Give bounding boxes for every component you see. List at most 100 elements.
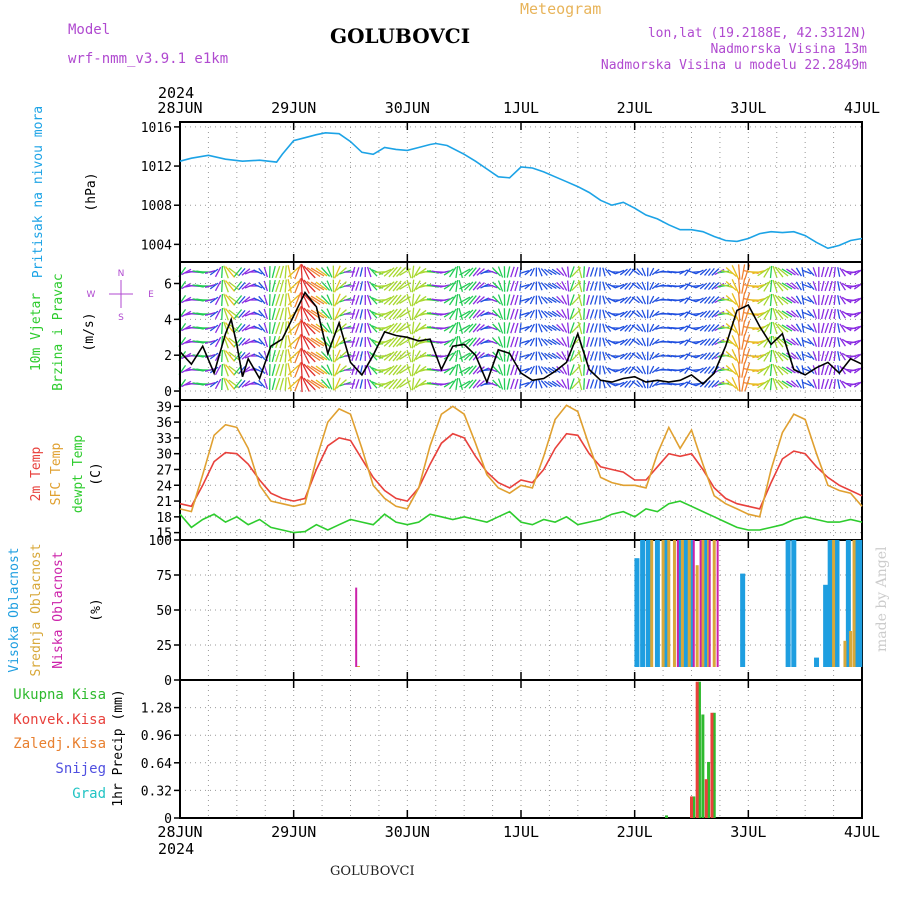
cloud-low-bar bbox=[676, 540, 679, 667]
wind-arrow bbox=[204, 283, 216, 289]
precip-total-bar bbox=[692, 796, 696, 818]
wind-arrow bbox=[544, 366, 553, 374]
wind-arrow bbox=[181, 282, 192, 290]
wind-arrow bbox=[544, 268, 553, 276]
wind-arrow bbox=[300, 361, 303, 379]
wind-arrow bbox=[649, 323, 655, 333]
wind-arrow bbox=[359, 337, 364, 347]
wind-arrow bbox=[271, 279, 276, 293]
wind-arrow bbox=[744, 320, 751, 336]
wind-arrow bbox=[411, 335, 415, 349]
wind-arrow bbox=[602, 267, 606, 277]
wind-arrow bbox=[214, 378, 222, 390]
wind-arrow bbox=[738, 292, 741, 308]
wind-arrow bbox=[624, 380, 632, 388]
wind-arrow bbox=[569, 322, 575, 334]
wind-arrow bbox=[524, 296, 533, 304]
wind-arrow bbox=[651, 366, 660, 374]
wind-arrow bbox=[396, 309, 407, 319]
wind-arrow bbox=[707, 337, 715, 347]
wind-arrow bbox=[589, 267, 595, 277]
cloud-ytick-label: 0 bbox=[164, 674, 172, 689]
wind-arrow bbox=[628, 365, 636, 375]
wind-arrow bbox=[538, 295, 543, 305]
wind-arrow bbox=[538, 323, 543, 333]
wind-arrow bbox=[443, 296, 454, 304]
wind-arrow bbox=[725, 351, 737, 361]
wind-arrow bbox=[684, 295, 691, 305]
wind-arrow bbox=[556, 337, 565, 347]
wind-arrow bbox=[802, 381, 812, 387]
wind-arrow bbox=[725, 267, 737, 277]
temperature-ytick-label: 36 bbox=[156, 416, 172, 431]
wind-arrow bbox=[181, 296, 192, 304]
wind-arrow bbox=[561, 337, 568, 347]
wind-arrow bbox=[604, 268, 612, 276]
wind-arrow bbox=[221, 265, 224, 279]
cloud-mid-bar bbox=[687, 540, 691, 667]
wind-arrow bbox=[589, 351, 595, 361]
wind-arrow bbox=[839, 267, 846, 277]
wind-arrow bbox=[366, 266, 372, 278]
wind-arrow bbox=[335, 295, 347, 305]
wind-arrow bbox=[651, 268, 660, 276]
wind-arrow bbox=[824, 336, 830, 348]
wind-arrow bbox=[763, 322, 771, 334]
wind-arrow bbox=[310, 379, 325, 389]
wind-arrow bbox=[253, 269, 263, 275]
wind-arrow bbox=[849, 339, 860, 345]
wind-arrow bbox=[366, 336, 372, 348]
wind-arrow bbox=[820, 308, 825, 320]
wind-arrow bbox=[684, 323, 691, 333]
wind-arrow bbox=[351, 294, 356, 306]
wind-arrow bbox=[287, 265, 292, 279]
wind-arrow bbox=[757, 365, 769, 375]
wind-arrow bbox=[413, 322, 421, 334]
wind-arrow bbox=[781, 310, 793, 318]
wind-arrow bbox=[772, 349, 778, 363]
wind-arrow bbox=[320, 379, 331, 389]
wind-arrow bbox=[519, 284, 530, 288]
wind-arrow bbox=[510, 322, 515, 334]
wind-arrow bbox=[725, 281, 737, 291]
cloud-high-bar bbox=[634, 558, 640, 667]
wind-arrow bbox=[406, 321, 412, 335]
wind-arrow bbox=[439, 298, 451, 302]
cloud-low-bar bbox=[716, 540, 719, 667]
wind-arrow bbox=[833, 294, 836, 306]
wind-arrow bbox=[684, 281, 691, 291]
wind-arrow bbox=[492, 365, 501, 375]
wind-arrow bbox=[624, 352, 632, 360]
wind-arrow bbox=[636, 296, 644, 304]
precip-legend-label: Zaledj.Kisa bbox=[13, 736, 106, 752]
wind-arrow bbox=[287, 363, 292, 377]
wind-arrow bbox=[594, 267, 598, 277]
wind-arrow bbox=[279, 307, 285, 321]
wind-arrow bbox=[524, 310, 533, 318]
wind-arrow bbox=[459, 324, 471, 332]
precip-legend-label: Ukupna Kisa bbox=[13, 687, 106, 703]
wind-arrow bbox=[406, 279, 412, 293]
wind-arrow bbox=[487, 381, 498, 387]
wind-arrow bbox=[415, 351, 427, 361]
wind-arrow bbox=[468, 379, 477, 389]
wind-arrow bbox=[807, 281, 815, 291]
wind-arrow bbox=[781, 282, 793, 290]
wind-arrow bbox=[547, 296, 557, 304]
wind-arrow bbox=[519, 326, 530, 330]
wind-arrow bbox=[619, 380, 628, 388]
wind-arrow bbox=[275, 279, 281, 293]
wind-arrow bbox=[699, 268, 708, 276]
wind-arrow bbox=[514, 294, 519, 306]
wind-arrow bbox=[538, 309, 543, 319]
pressure-ytick-label: 1012 bbox=[141, 160, 172, 175]
wind-arrow bbox=[586, 308, 591, 320]
wind-arrow bbox=[628, 281, 636, 291]
wind-arrow bbox=[392, 266, 402, 278]
cloud-ylabel-3: Niska Oblacnost bbox=[51, 551, 66, 668]
x-axis-label-top: 4JUL bbox=[844, 99, 880, 117]
wind-arrow bbox=[636, 268, 644, 276]
wind-arrow bbox=[807, 337, 815, 347]
wind-arrow bbox=[628, 295, 636, 305]
wind-arrow bbox=[355, 295, 360, 305]
